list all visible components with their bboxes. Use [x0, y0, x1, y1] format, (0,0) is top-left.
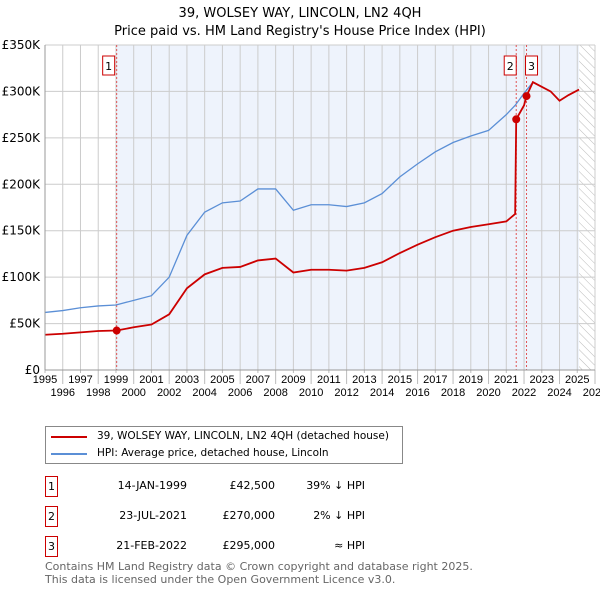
x-tick-label: 2002 — [157, 387, 181, 399]
sale-row: 1 14-JAN-1999 £42,500 39% ↓ HPI — [45, 476, 445, 497]
footer-line-2: This data is licensed under the Open Gov… — [45, 573, 396, 586]
x-tick-label: 2022 — [512, 387, 536, 399]
x-tick-label: 2011 — [317, 374, 341, 386]
x-tick-label: 2010 — [299, 387, 323, 399]
x-tick-label: 2026 — [583, 387, 600, 399]
sale-label-box — [525, 55, 539, 76]
x-tick-label: 2018 — [441, 387, 465, 399]
sale-hpi: ≈ HPI — [334, 539, 365, 552]
legend: 39, WOLSEY WAY, LINCOLN, LN2 4QH (detach… — [45, 426, 403, 464]
chart-title: 39, WOLSEY WAY, LINCOLN, LN2 4QH Price p… — [0, 5, 600, 41]
chart: 1995199619971998199920002001200220032004… — [2, 38, 600, 399]
x-tick-label: 1998 — [86, 387, 110, 399]
sale-marker: 1 — [45, 476, 58, 497]
x-tick-label: 2003 — [175, 374, 199, 386]
sale-marker: 2 — [45, 506, 58, 527]
x-tick-label: 2013 — [352, 374, 376, 386]
y-tick-label: £0 — [25, 363, 40, 377]
x-tick-label: 2009 — [281, 374, 305, 386]
x-tick-label: 1999 — [104, 374, 128, 386]
sale-price: £270,000 — [222, 509, 276, 522]
sale-marker: 3 — [45, 536, 58, 557]
sale-point — [112, 326, 121, 335]
sale-price: £42,500 — [229, 479, 276, 492]
sale-label-box — [102, 55, 116, 76]
sale-row: 3 21-FEB-2022 £295,000 ≈ HPI — [45, 536, 445, 557]
legend-swatch-hpi — [51, 452, 87, 455]
x-tick-label: 2008 — [263, 387, 287, 399]
sale-label: 2 — [507, 60, 514, 73]
x-tick-label: 2019 — [459, 374, 483, 386]
y-tick-label: £300K — [2, 84, 42, 98]
sale-label: 1 — [105, 60, 112, 73]
x-tick-label: 2025 — [565, 374, 589, 386]
y-tick-label: £200K — [2, 177, 42, 191]
sale-date: 14-JAN-1999 — [117, 479, 187, 492]
y-tick-label: £50K — [9, 317, 41, 331]
y-tick-label: £250K — [2, 131, 42, 145]
x-tick-label: 2000 — [121, 387, 145, 399]
x-tick-label: 2015 — [388, 374, 412, 386]
hpi-line — [44, 81, 580, 314]
sale-row: 2 23-JUL-2021 £270,000 2% ↓ HPI — [45, 506, 445, 527]
sale-date: 21-FEB-2022 — [116, 539, 187, 552]
subtitle: Price paid vs. HM Land Registry's House … — [114, 24, 486, 39]
footer-line-1: Contains HM Land Registry data © Crown c… — [45, 560, 473, 573]
footer: Contains HM Land Registry data © Crown c… — [45, 560, 473, 586]
x-tick-label: 2004 — [192, 387, 216, 399]
x-tick-label: 1996 — [50, 387, 74, 399]
sale-point — [512, 115, 521, 124]
x-tick-label: 1995 — [33, 374, 57, 386]
ownership-shading — [116, 45, 580, 370]
x-tick-label: 2005 — [210, 374, 234, 386]
x-tick-label: 2017 — [423, 374, 447, 386]
sale-label: 3 — [528, 60, 535, 73]
x-tick-label: 2024 — [547, 387, 571, 399]
x-tick-label: 2012 — [334, 387, 358, 399]
legend-label-property: 39, WOLSEY WAY, LINCOLN, LN2 4QH (detach… — [97, 430, 389, 442]
title: 39, WOLSEY WAY, LINCOLN, LN2 4QH — [178, 6, 422, 21]
sale-point — [522, 92, 531, 101]
sale-date: 23-JUL-2021 — [119, 509, 187, 522]
x-tick-label: 2007 — [246, 374, 270, 386]
x-tick-label: 2016 — [405, 387, 429, 399]
sale-hpi: 2% ↓ HPI — [313, 509, 365, 522]
x-tick-label: 2006 — [228, 387, 252, 399]
x-tick-label: 2001 — [139, 374, 163, 386]
sale-price: £295,000 — [222, 539, 276, 552]
x-tick-label: 2021 — [494, 374, 518, 386]
x-tick-label: 1997 — [68, 374, 92, 386]
y-tick-label: £350K — [2, 38, 42, 52]
forecast-hatch — [579, 45, 595, 370]
sale-label-box — [503, 55, 517, 76]
x-tick-label: 2020 — [476, 387, 500, 399]
y-tick-label: £150K — [2, 224, 42, 238]
sale-hpi: 39% ↓ HPI — [306, 479, 365, 492]
y-tick-label: £100K — [2, 270, 42, 284]
x-tick-label: 2023 — [530, 374, 554, 386]
x-tick-label: 2014 — [370, 387, 394, 399]
legend-label-hpi: HPI: Average price, detached house, Linc… — [97, 447, 329, 459]
legend-swatch-property — [51, 435, 87, 438]
